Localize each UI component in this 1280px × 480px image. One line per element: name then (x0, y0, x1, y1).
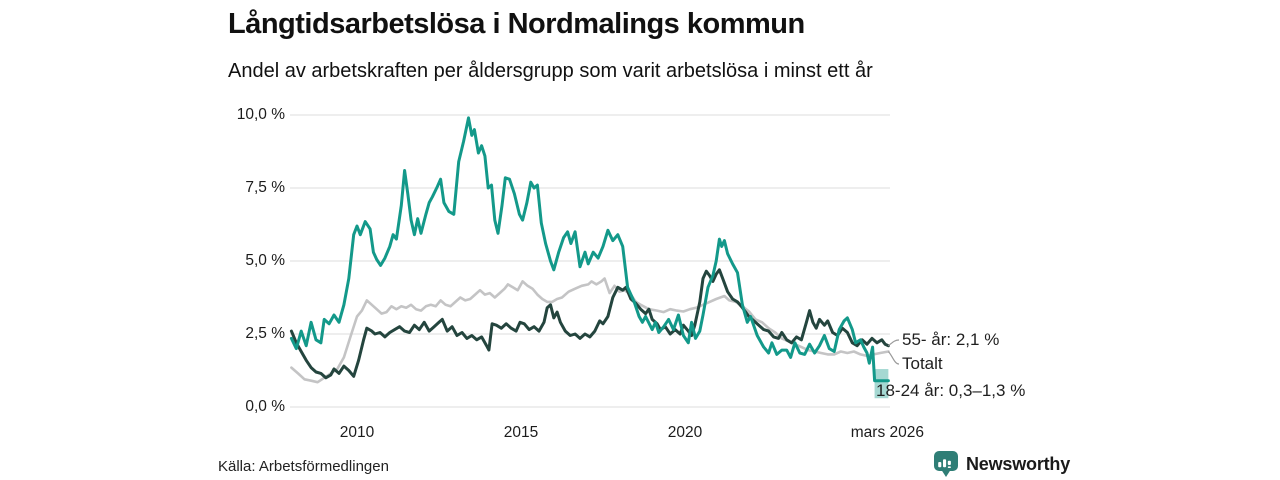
x-tick-label: mars 2026 (850, 424, 924, 441)
x-tick-label: 2015 (503, 424, 539, 441)
uncertainty-band (874, 369, 889, 399)
label-series-18-24: 18-24 år: 0,3–1,3 % (876, 381, 1026, 400)
chart-subtitle: Andel av arbetskraften per åldersgrupp s… (228, 60, 873, 82)
y-tick-label: 5,0 % (245, 252, 285, 269)
label-series-55: 55- år: 2,1 % (902, 330, 1000, 349)
y-tick-label: 2,5 % (245, 325, 285, 342)
series-line-18-24 (289, 116, 890, 383)
newsworthy-wordmark: Newsworthy (966, 453, 1071, 474)
y-tick-label: 0,0 % (245, 398, 285, 415)
series-line-totalt (290, 277, 890, 384)
series-line-55 (289, 268, 890, 380)
y-tick-label: 7,5 % (245, 179, 285, 196)
newsworthy-brand-link[interactable]: Newsworthy (933, 450, 1070, 478)
page-title: Långtidsarbetslösa i Nordmalings kommun (228, 8, 805, 40)
y-tick-label: 10,0 % (236, 106, 285, 123)
source-attribution: Källa: Arbetsförmedlingen (218, 458, 389, 475)
leader-line-totalt (887, 351, 900, 365)
x-tick-label: 2020 (667, 424, 703, 441)
leader-line-55 (887, 339, 900, 347)
label-series-totalt: Totalt (902, 354, 943, 373)
x-tick-label: 2010 (339, 424, 375, 441)
newsworthy-logo-icon (934, 451, 958, 477)
